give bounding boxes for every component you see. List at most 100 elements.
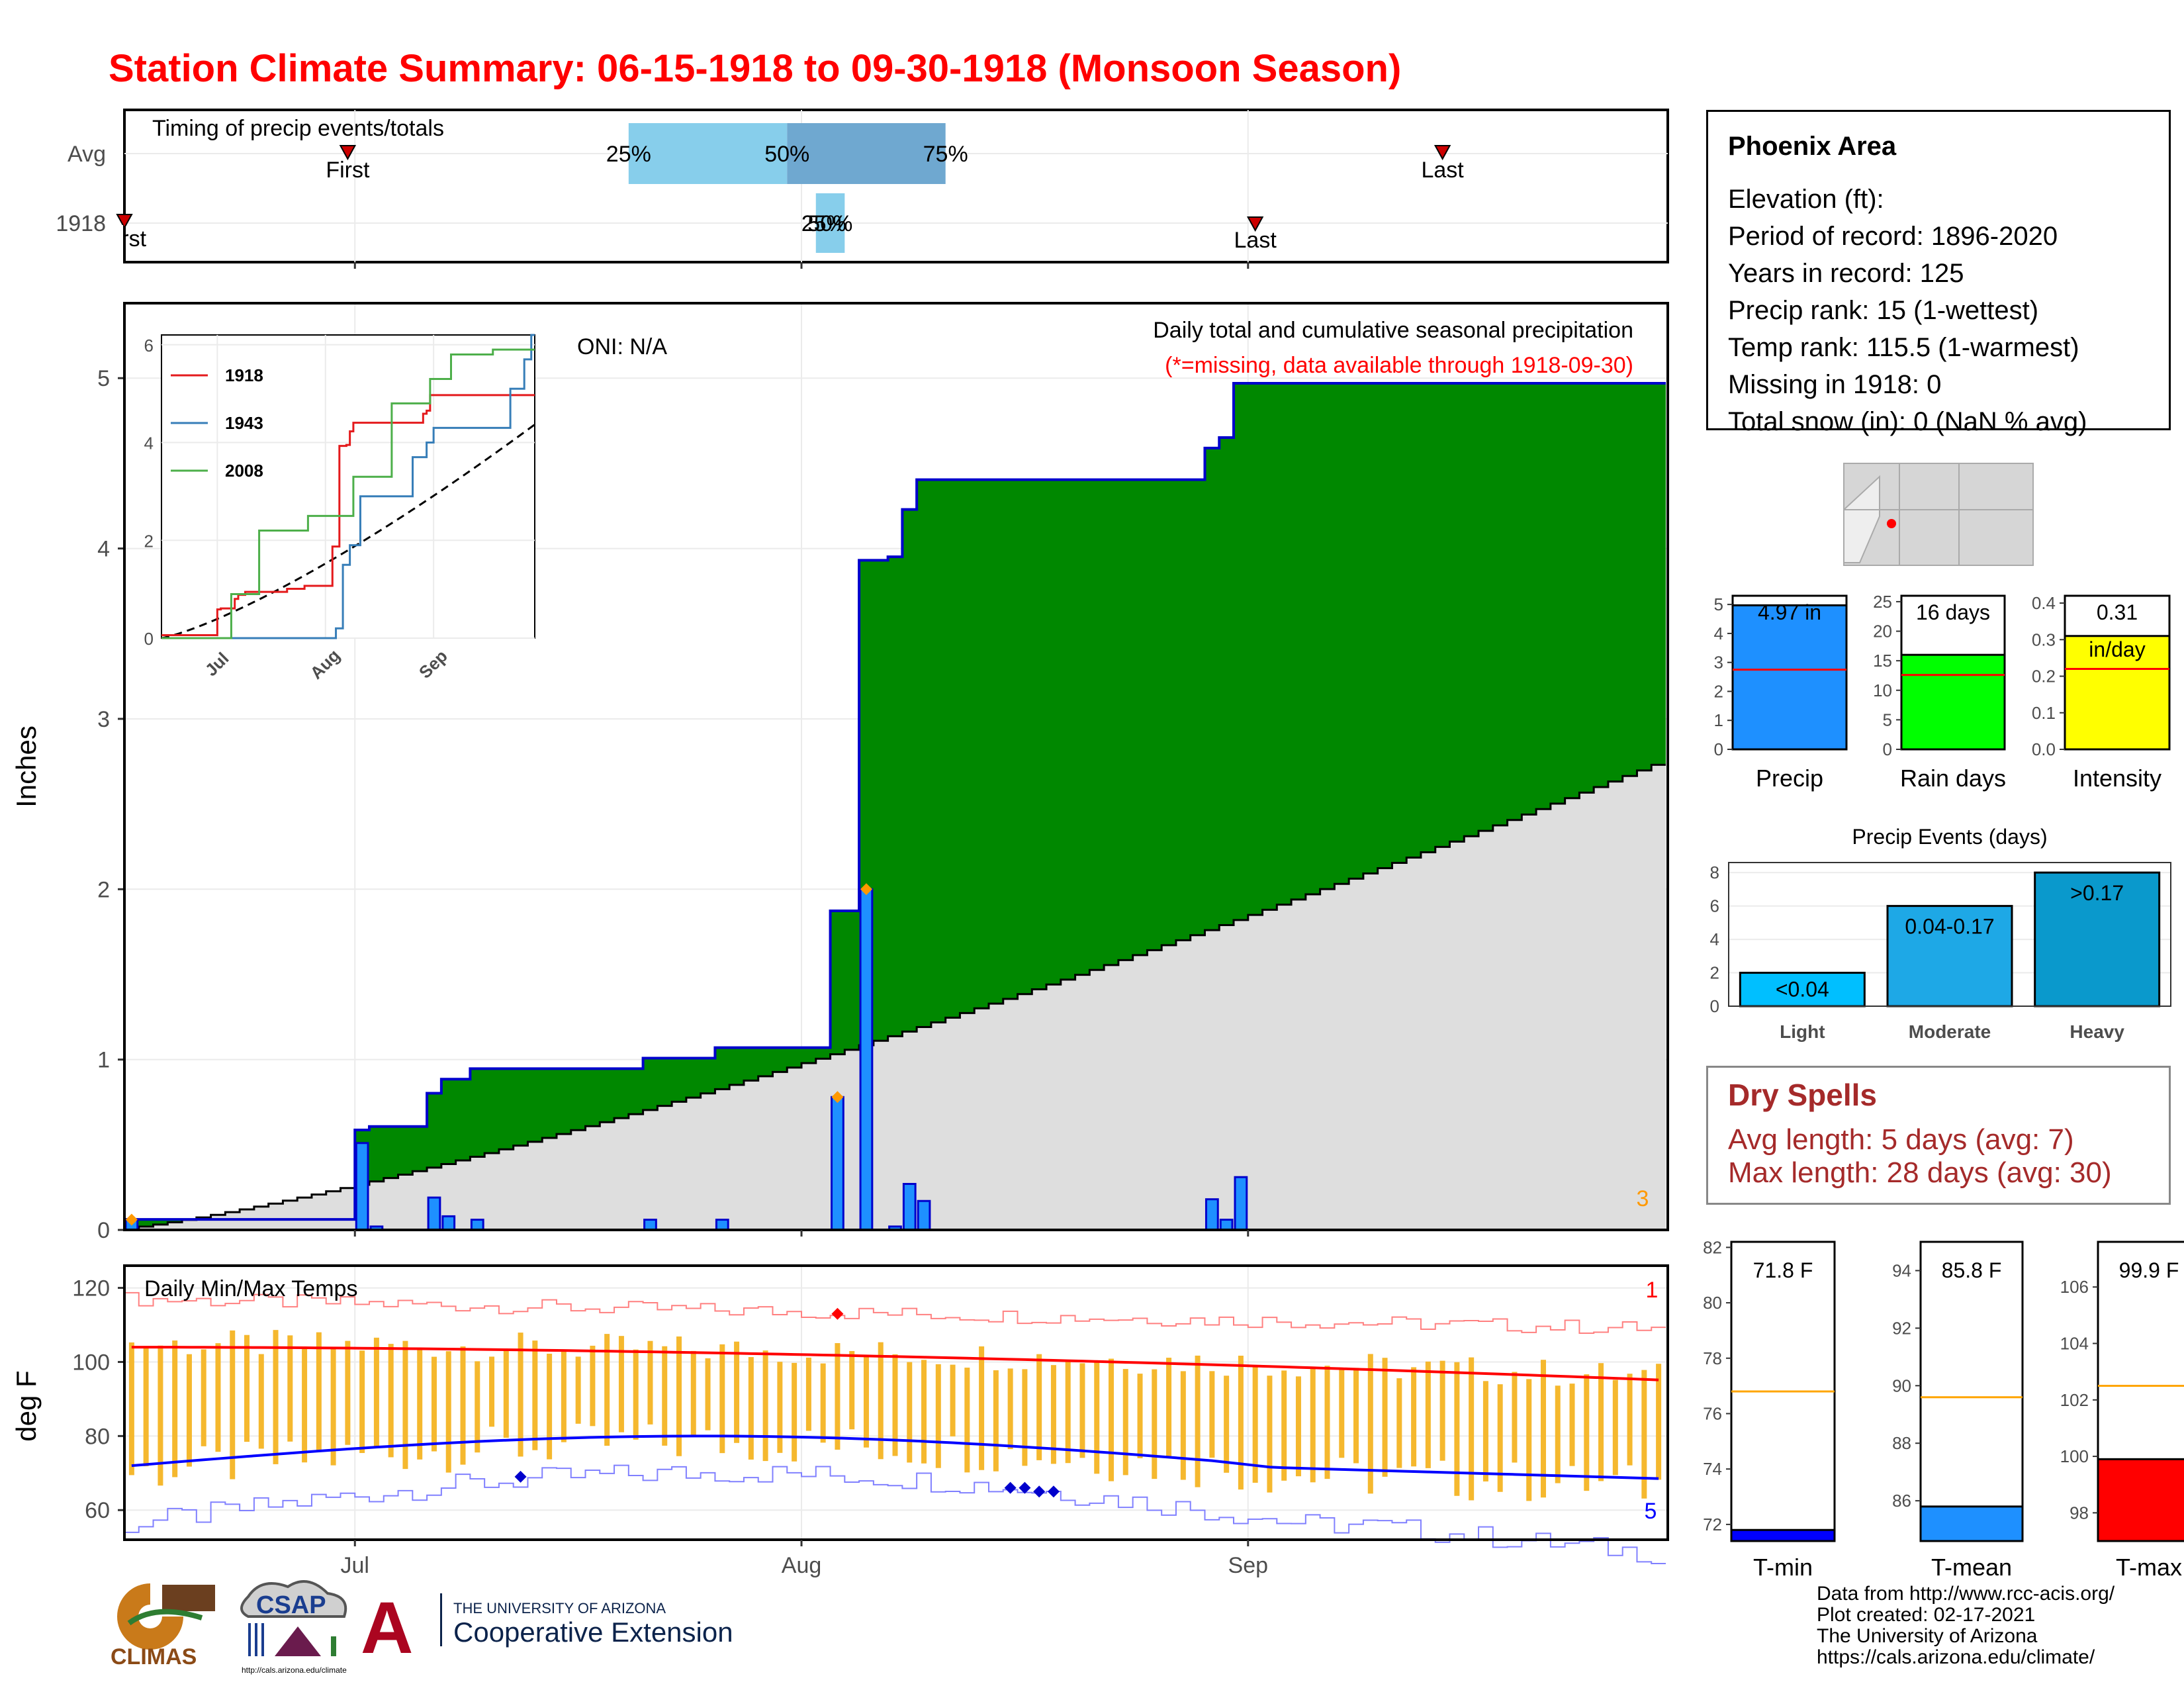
daily-temp-bar <box>1569 1383 1575 1466</box>
daily-temp-bar <box>561 1350 567 1442</box>
avg-last-marker <box>1433 145 1451 161</box>
daily-temp-bar <box>604 1334 610 1446</box>
inset-y-tick-label: 2 <box>144 531 154 551</box>
daily-temp-bar <box>705 1358 711 1430</box>
daily-temp-bar <box>1137 1374 1143 1458</box>
daily-temp-bar <box>287 1335 293 1442</box>
precip-y-axis-label: Inches <box>11 726 42 808</box>
mini-bar-value <box>2064 635 2171 751</box>
events-tick-label: 0 <box>1710 996 1719 1016</box>
daily-temp-bar <box>805 1357 811 1431</box>
inset-y-tick-label: 0 <box>144 629 154 649</box>
daily-temp-bar <box>1439 1360 1445 1461</box>
daily-temp-bar <box>863 1356 869 1448</box>
daily-temp-bar <box>302 1346 308 1463</box>
record-low-line <box>124 1464 1666 1565</box>
daily-temp-bar <box>1238 1355 1244 1490</box>
daily-temp-bar <box>1627 1374 1633 1466</box>
daily-temp-bar <box>1612 1380 1618 1476</box>
main-chart-area: Timing of precip events/totals Avg 1918 25%… <box>11 109 1669 1578</box>
station-name: Phoenix Area <box>1728 132 1897 161</box>
normal-low-line <box>131 1434 1659 1480</box>
daily-temp-bar <box>1122 1369 1128 1476</box>
daily-precip-bar <box>917 1199 931 1231</box>
mini-bar-tick-label: 0.4 <box>2032 593 2056 613</box>
daily-temp-bar <box>1482 1381 1488 1481</box>
daily-temp-bar <box>489 1356 495 1427</box>
events-category-label: Moderate <box>1909 1021 1991 1042</box>
temp-y-axis-label: deg F <box>11 1370 42 1441</box>
inset-series-1918 <box>161 394 535 636</box>
credit-line: https://cals.arizona.edu/climate/ <box>1817 1646 2095 1668</box>
daily-temp-bar <box>762 1350 768 1462</box>
location-map <box>1843 463 2034 566</box>
daily-temp-bar <box>820 1363 826 1443</box>
daily-temp-bar <box>359 1350 365 1454</box>
temp-rank-text: Temp rank: 115.5 (1-warmest) <box>1728 333 2079 362</box>
daily-temp-bar <box>1353 1368 1359 1464</box>
inset-series-2008 <box>161 348 535 639</box>
mini-bar-tick-label: 3 <box>1714 653 1723 673</box>
daily-temp-bar <box>518 1333 523 1457</box>
daily-temp-bar <box>662 1346 668 1446</box>
temp-bar-label: T-mean <box>1931 1554 2012 1581</box>
mini-bar-tick-label: 0.3 <box>2032 630 2056 649</box>
elevation-text: Elevation (ft): <box>1728 185 1884 214</box>
daily-temp-bar <box>547 1353 553 1460</box>
temp-bar-value-label: 71.8 F <box>1753 1258 1813 1282</box>
events-tick-label: 8 <box>1710 863 1719 882</box>
mini-bar-1: 0 5 10 15 20 25 16 days Rain days <box>1873 592 2006 792</box>
mini-bar-value-label: 0.31 <box>2097 600 2138 624</box>
daily-temp-bar <box>1267 1376 1273 1493</box>
mini-bar-tick-label: 98 <box>2070 1503 2089 1523</box>
daily-temp-bar <box>373 1337 379 1448</box>
daily-temp-bar <box>748 1357 754 1460</box>
average-cumulative-line <box>124 763 1666 1230</box>
daily-temp-bar <box>792 1362 797 1462</box>
daily-temp-bar <box>1252 1365 1258 1483</box>
events-bar-label: 0.04-0.17 <box>1905 915 1994 939</box>
daily-temp-bar <box>1310 1368 1316 1483</box>
precip-subtitle: Daily total and cumulative seasonal prec… <box>1153 318 1633 343</box>
daily-temp-bar <box>1598 1363 1604 1481</box>
dry-spells-avg: Avg length: 5 days (avg: 7) <box>1728 1123 2074 1156</box>
daily-precip-bar <box>1205 1198 1219 1231</box>
daily-temp-bar <box>1079 1363 1085 1458</box>
map-state <box>1843 475 1880 563</box>
daily-precip-bar <box>427 1196 441 1231</box>
precip-events-chart: Precip Events (days) 0 2 4 6 8 <0.04 Light 0.04-… <box>1710 825 2171 1042</box>
events-tick-label: 2 <box>1710 963 1719 983</box>
daily-temp-bar <box>1209 1371 1215 1458</box>
avg-quartile-bar-high <box>787 123 946 184</box>
daily-temp-bar <box>849 1350 855 1430</box>
x-tick-label: Aug <box>782 1553 822 1578</box>
mini-bar-tick-label: 5 <box>1883 710 1892 729</box>
daily-precip-bar <box>441 1215 456 1231</box>
daily-temp-bar <box>1022 1369 1028 1466</box>
daily-temp-bar <box>1180 1371 1186 1480</box>
daily-temp-bar <box>186 1354 192 1467</box>
daily-temp-bar <box>1656 1364 1662 1480</box>
daily-precip-bar <box>831 1096 844 1231</box>
daily-temp-bar <box>1324 1366 1330 1479</box>
precip-rank-text: Precip rank: 15 (1-wettest) <box>1728 296 2039 325</box>
temp-bar-2: 98 100 102 104 106 99.9 F T-max <box>2060 1241 2184 1581</box>
daily-temp-bar <box>316 1332 322 1452</box>
record-marker <box>125 1213 138 1226</box>
daily-precip-bar <box>859 888 874 1231</box>
mini-bar-tick-label: 0.0 <box>2032 739 2056 759</box>
mini-bar-tick-label: 76 <box>1703 1403 1722 1423</box>
year-p25-label: 25% <box>801 211 846 236</box>
y-tick-label: 4 <box>97 537 110 562</box>
university-logo: A THE UNIVERSITY OF ARIZONA Cooperative … <box>361 1587 733 1669</box>
logos: CLIMAS CSAP http://cals.arizona.edu/clim… <box>111 1580 733 1675</box>
mini-bar-tick-label: 0.1 <box>2032 703 2056 723</box>
mini-bar-tick-label: 72 <box>1703 1515 1722 1534</box>
mini-bar-tick-label: 88 <box>1892 1433 1911 1453</box>
daily-temp-bar <box>143 1348 149 1467</box>
daily-temp-bar <box>950 1364 956 1436</box>
mini-bar-tick-label: 20 <box>1873 622 1892 641</box>
mini-bar-value <box>1730 1528 1836 1542</box>
timing-row-label: 1918 <box>56 211 106 236</box>
mini-bar-tick-label: 106 <box>2060 1277 2089 1297</box>
